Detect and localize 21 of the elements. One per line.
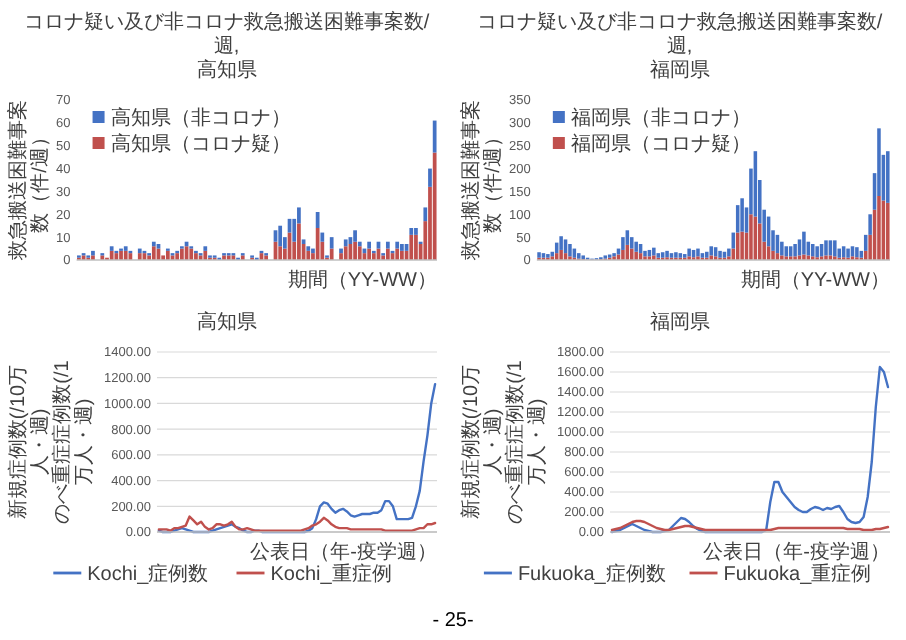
chart-title: 高知県: [196, 310, 257, 334]
x-axis-title: 公表日（年-疫学週）: [250, 540, 437, 564]
y-axis-title: 救急搬送困難事案数（件/週）: [6, 100, 52, 262]
y-axis-title: 新規症例数(/10万人・週) のべ重症症例数(/1万人・週): [6, 359, 96, 524]
x-axis-title: 期間（YY-WW）: [740, 268, 890, 292]
y-axis-title: 救急搬送困難事案数（件/週）: [459, 100, 505, 262]
chart-title: 福岡県: [649, 310, 710, 334]
legend-label: Fukuoka_重症例: [723, 562, 872, 586]
x-axis-title: 公表日（年-疫学週）: [703, 540, 890, 564]
legend-label: Kochi_重症例: [270, 562, 392, 586]
chart-title: コロナ疑い及び非コロナ救急搬送困難事案数/週, 高知県: [23, 10, 430, 82]
legend-label: 高知県（コロナ疑）: [110, 132, 291, 156]
text: - 25-: [432, 610, 474, 632]
chart-title: コロナ疑い及び非コロナ救急搬送困難事案数/週, 福岡県: [476, 10, 883, 82]
legend-label: 福岡県（非コロナ）: [570, 106, 751, 130]
y-axis-title: 新規症例数(/10万人・週) のべ重症症例数(/1万人・週): [459, 359, 549, 524]
legend-label: 高知県（非コロナ）: [110, 106, 291, 130]
legend-label: Fukuoka_症例数: [517, 562, 666, 586]
legend-label: 福岡県（コロナ疑）: [570, 132, 751, 156]
legend-label: Kochi_症例数: [87, 562, 209, 586]
x-axis-title: 期間（YY-WW）: [287, 268, 437, 292]
